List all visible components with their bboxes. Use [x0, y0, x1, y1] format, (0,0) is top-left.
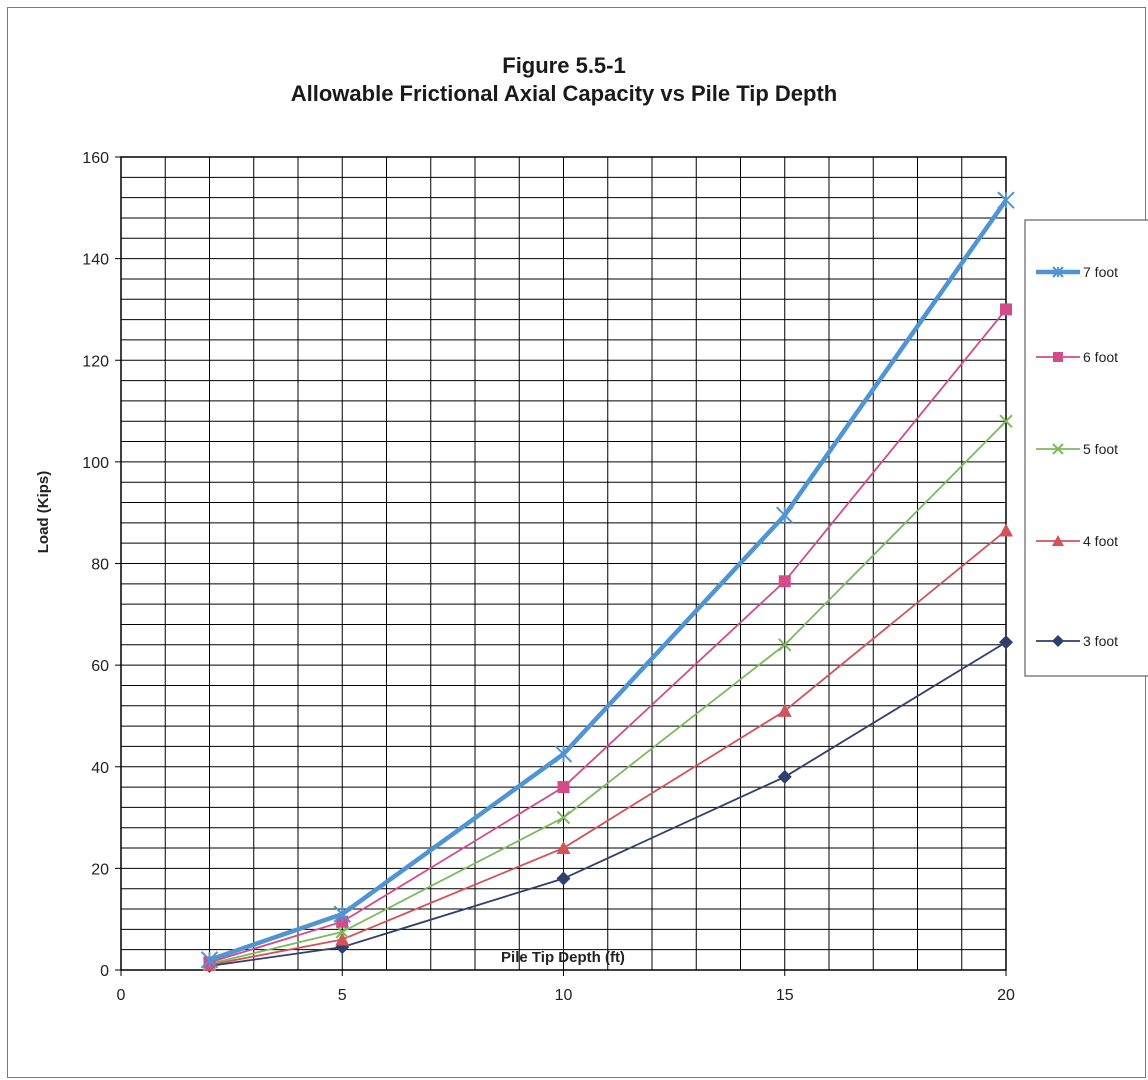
data-point [1053, 352, 1063, 362]
data-point [335, 932, 350, 946]
legend: 7 foot 6 foot 5 foot 4 foot 3 foot [1024, 219, 1148, 677]
legend-item: 4 foot [1036, 533, 1118, 549]
legend-label: 4 foot [1083, 533, 1118, 549]
data-point [1000, 303, 1012, 316]
series-7-foot [200, 191, 1015, 969]
data-point [200, 951, 219, 969]
legend-item: 7 foot [1036, 264, 1118, 280]
data-point [554, 745, 573, 763]
data-point [776, 506, 794, 524]
data-point [1052, 266, 1064, 278]
x-tick-label: 10 [555, 987, 573, 1004]
y-tick-label: 100 [82, 455, 109, 472]
series-layer [200, 191, 1015, 973]
x-tick-label: 0 [117, 987, 126, 1004]
chart-frame [7, 7, 1146, 1078]
legend-box [1024, 219, 1148, 677]
x-tick-label: 20 [997, 987, 1015, 1004]
data-point [778, 575, 791, 588]
data-point [999, 414, 1013, 428]
data-point [556, 810, 571, 825]
data-point [999, 523, 1013, 537]
data-point [1052, 535, 1064, 546]
y-tick-label: 20 [91, 861, 109, 878]
data-point [999, 635, 1013, 650]
y-tick-label: 80 [91, 557, 109, 574]
y-tick-label: 140 [82, 252, 109, 269]
y-tick-label: 0 [100, 963, 109, 980]
y-tick-label: 40 [91, 760, 109, 777]
legend-item: 6 foot [1036, 349, 1118, 365]
y-tick-label: 120 [82, 353, 109, 370]
data-point [777, 703, 792, 717]
legend-item: 5 foot [1036, 441, 1118, 457]
legend-label: 6 foot [1083, 349, 1118, 365]
x-tick-label: 5 [338, 987, 347, 1004]
chart-subtitle: Allowable Frictional Axial Capacity vs P… [291, 81, 837, 106]
data-point [997, 191, 1015, 209]
chart-title: Figure 5.5-1 [502, 53, 625, 78]
data-point [1052, 635, 1064, 647]
data-point [333, 905, 351, 923]
legend-label: 5 foot [1083, 441, 1118, 457]
x-tick-label: 15 [776, 987, 794, 1004]
y-tick-label: 60 [91, 658, 109, 675]
data-point [778, 638, 792, 652]
axes: 0 20 40 60 80 100 120 140 160 0 5 10 15 20 [82, 150, 1015, 1004]
data-point [777, 769, 792, 784]
legend-label: 3 foot [1083, 633, 1118, 649]
data-point [557, 781, 570, 794]
data-point [556, 841, 571, 855]
legend-item: 3 foot [1036, 633, 1118, 649]
data-point [335, 925, 349, 939]
y-tick-label: 160 [82, 150, 109, 167]
data-point [556, 871, 571, 886]
x-axis-label: Pile Tip Depth (ft) [501, 949, 625, 966]
y-axis-label: Load (Kips) [35, 471, 52, 554]
legend-label: 7 foot [1083, 264, 1118, 280]
data-point [1052, 443, 1064, 455]
